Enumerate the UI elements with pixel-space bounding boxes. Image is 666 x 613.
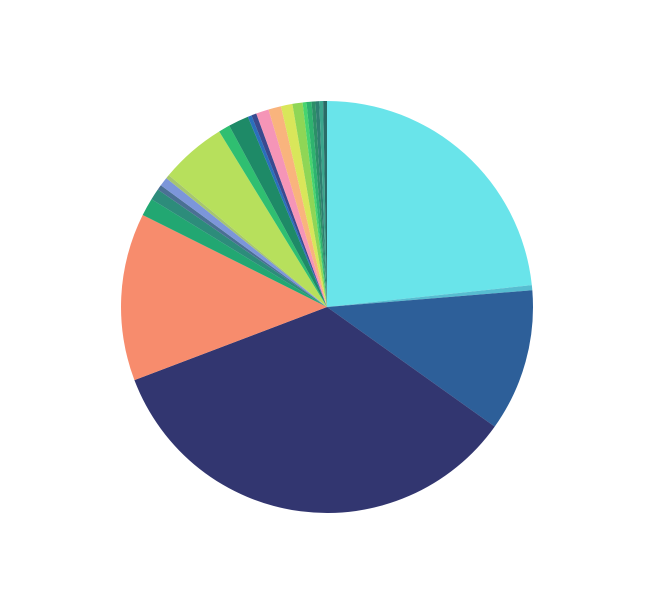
pie-slice-10 <box>166 175 327 307</box>
pie-slice-22 <box>311 101 327 307</box>
pie-slice-11 <box>168 131 327 307</box>
pie-slice-4 <box>134 307 495 513</box>
pie-slice-25 <box>323 101 327 307</box>
pie-slice-5 <box>121 214 328 381</box>
pie-slice-19 <box>292 102 327 308</box>
pie-slice-20 <box>302 102 327 307</box>
pie-slice-1 <box>327 101 532 307</box>
pie-slice-7 <box>151 189 327 307</box>
pie-slice-23 <box>315 101 327 307</box>
pie-slice-14 <box>247 115 327 308</box>
pie-slice-24 <box>319 101 327 307</box>
pie-slice-13 <box>229 116 327 307</box>
pie-slice-21 <box>306 101 327 307</box>
pie-slice-15 <box>251 113 327 308</box>
pie-slice-8 <box>157 185 327 307</box>
pie-slice-2 <box>327 285 533 307</box>
pie-slice-12 <box>219 125 327 308</box>
pie-slice-18 <box>280 103 327 308</box>
pie-slice-6 <box>142 199 327 307</box>
pie-slice-16 <box>256 109 327 307</box>
pie-slice-9 <box>160 178 327 307</box>
pie-slice-3 <box>327 290 534 427</box>
pie-slice-17 <box>268 106 327 308</box>
